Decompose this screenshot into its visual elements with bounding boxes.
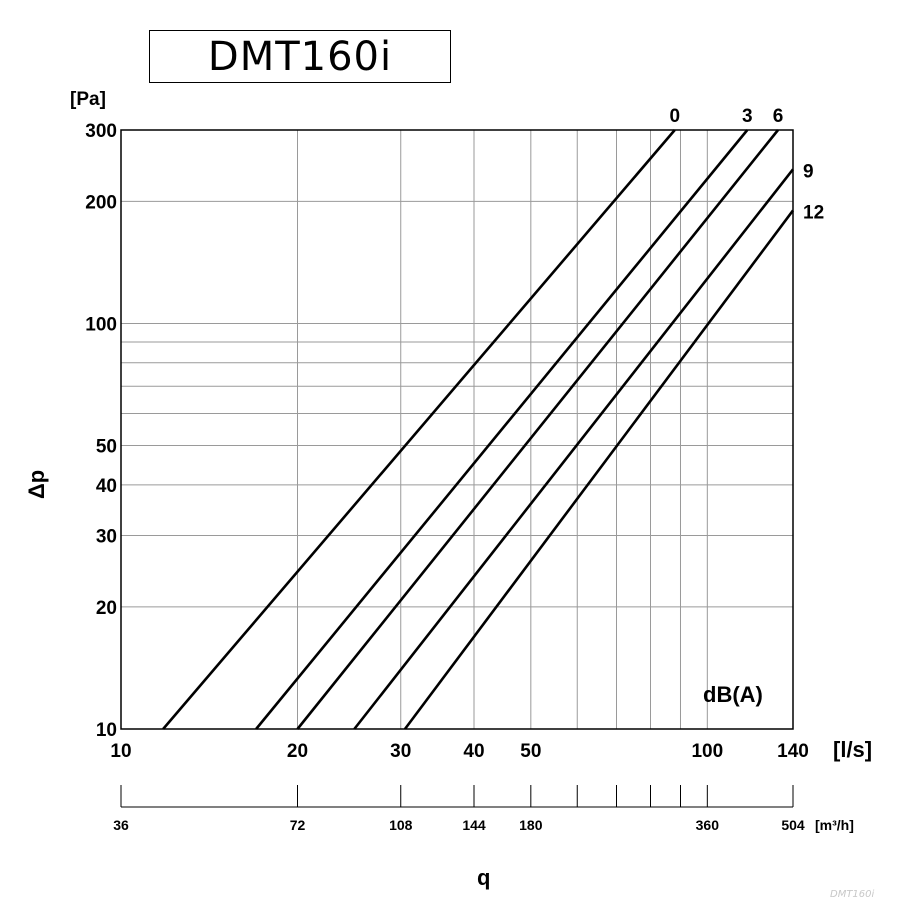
x-tick-label: 50 <box>520 741 541 762</box>
chart-title: DMT160i <box>149 30 451 83</box>
x-tick-label: 20 <box>287 741 308 762</box>
y-unit-label: [Pa] <box>70 89 106 110</box>
curves: 0 3 6 9 12 <box>162 106 824 730</box>
secondary-axis: 36 72 108 144 180 360 504 <box>113 785 805 833</box>
x-tick-label: 140 <box>777 741 809 762</box>
secondary-tick-label: 108 <box>389 817 413 833</box>
series-label: 9 <box>803 161 814 182</box>
x-tick-label: 30 <box>390 741 411 762</box>
y-tick-label: 20 <box>96 598 117 619</box>
series-label: 3 <box>742 106 753 127</box>
secondary-tick-label: 360 <box>696 817 720 833</box>
series-label: 6 <box>773 106 784 127</box>
series-line <box>353 168 795 730</box>
dba-annotation: dB(A) <box>703 682 763 707</box>
y-tick-label: 50 <box>96 437 117 458</box>
series-line <box>162 129 676 730</box>
secondary-tick-label: 180 <box>519 817 543 833</box>
secondary-tick-label: 144 <box>462 817 486 833</box>
x-tick-label: 10 <box>110 741 131 762</box>
x-tick-label: 40 <box>463 741 484 762</box>
plot-frame <box>120 129 794 730</box>
y-tick-label: 40 <box>96 476 117 497</box>
series-line <box>403 209 795 730</box>
y-tick-label: 200 <box>85 192 117 213</box>
x-unit-label: [l/s] <box>833 737 872 762</box>
series-label: 12 <box>803 202 824 223</box>
secondary-tick-label: 36 <box>113 817 129 833</box>
watermark: DMT160i <box>830 889 875 900</box>
secondary-tick-label: 504 <box>781 817 805 833</box>
grid <box>120 129 794 730</box>
series-line <box>255 129 749 730</box>
y-tick-label: 300 <box>85 121 117 142</box>
x-axis-label: q <box>477 865 490 890</box>
secondary-unit-label: [m³/h] <box>815 817 854 833</box>
x-tick-label: 100 <box>691 741 723 762</box>
y-tick-label: 10 <box>96 720 117 741</box>
y-axis-label: Δp <box>24 470 49 499</box>
tick-labels: 10 20 30 40 50 100 200 300 10 20 30 40 50 100 140 <box>85 121 809 762</box>
y-tick-label: 100 <box>85 314 117 335</box>
series-line <box>296 129 780 730</box>
series-label: 0 <box>669 106 680 127</box>
y-tick-label: 30 <box>96 527 117 548</box>
secondary-tick-label: 72 <box>290 817 306 833</box>
